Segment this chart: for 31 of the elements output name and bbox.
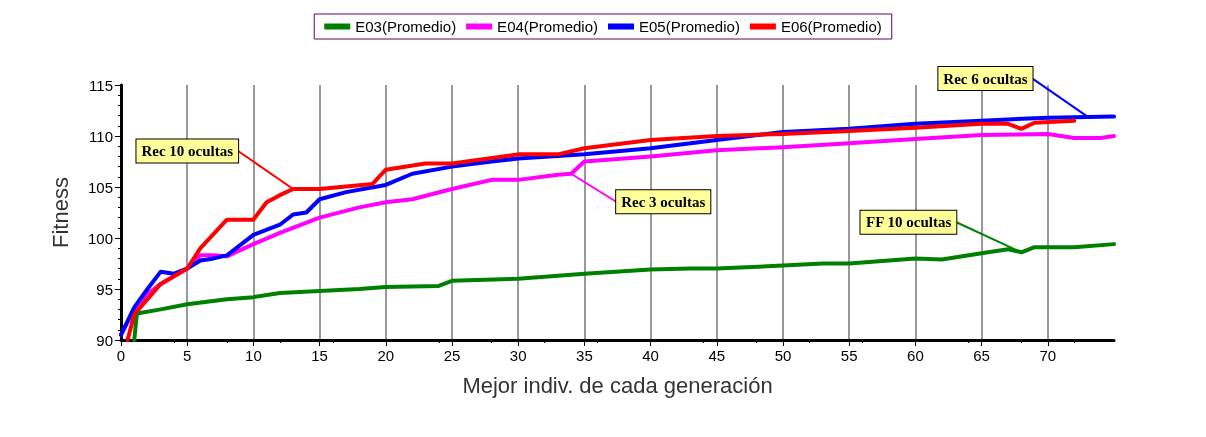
x-tick-label: 55 — [840, 347, 858, 364]
x-tick-label: 40 — [642, 347, 659, 364]
y-tick-label: 100 — [87, 229, 113, 247]
x-tick-label: 65 — [973, 347, 990, 364]
x-tick-label: 5 — [183, 347, 192, 364]
x-tick-label: 35 — [576, 347, 593, 364]
y-axis-title: Fitness — [47, 177, 73, 248]
y-tick-label: 90 — [96, 331, 113, 349]
annotation: FF 10 ocultas — [866, 214, 952, 231]
annotation: Rec 6 ocultas — [943, 70, 1028, 87]
x-axis-title: Mejor indiv. de cada generación — [462, 372, 773, 398]
x-tick-label: 50 — [774, 347, 792, 364]
x-tick-label: 45 — [708, 347, 726, 364]
x-tick-label: 60 — [907, 347, 924, 364]
y-tick-label: 110 — [89, 127, 113, 145]
x-tick-label: 30 — [509, 347, 527, 364]
y-tick-label: 115 — [89, 76, 113, 94]
y-tick-label: 95 — [96, 280, 113, 298]
x-tick-label: 0 — [116, 347, 126, 364]
legend-label: E04(Promedio) — [497, 18, 599, 35]
x-tick-label: 10 — [245, 347, 262, 364]
legend-label: E05(Promedio) — [639, 18, 740, 35]
x-tick-label: 20 — [377, 347, 395, 364]
legend-label: E06(Promedio) — [780, 18, 882, 35]
x-tick-label: 70 — [1039, 347, 1057, 364]
annotation: Rec 3 ocultas — [621, 193, 706, 210]
annotation: Rec 10 ocultas — [141, 143, 234, 160]
x-tick-label: 25 — [443, 347, 461, 364]
x-tick-label: 15 — [311, 347, 328, 364]
y-tick-label: 105 — [87, 178, 113, 196]
legend-label: E03(Promedio) — [355, 18, 457, 35]
